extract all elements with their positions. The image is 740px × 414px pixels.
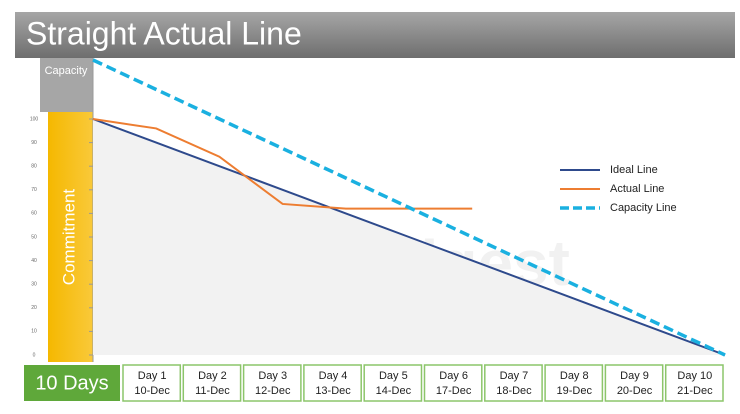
y-tick-label: 40	[31, 258, 37, 264]
duration-label: 10 Days	[35, 372, 108, 394]
day-label: Day 2	[198, 370, 227, 382]
commitment-label: Commitment	[59, 189, 78, 286]
y-tick-label: 100	[30, 116, 39, 122]
day-box	[664, 364, 724, 402]
date-label: 10-Dec	[134, 385, 170, 397]
date-label: 17-Dec	[436, 385, 472, 397]
date-label: 12-Dec	[255, 385, 291, 397]
capacity-label: Capacity	[45, 65, 88, 77]
date-label: 13-Dec	[315, 385, 351, 397]
capacity-box	[40, 58, 93, 112]
y-tick-label: 60	[31, 211, 37, 217]
y-tick-label: 50	[31, 234, 37, 240]
duration-box	[24, 365, 120, 401]
day-box	[122, 364, 182, 402]
day-label: Day 8	[560, 370, 589, 382]
day-box	[363, 364, 423, 402]
legend-label: Ideal Line	[610, 164, 658, 176]
date-label: 18-Dec	[496, 385, 532, 397]
day-label: Day 7	[500, 370, 529, 382]
day-label: Day 1	[138, 370, 167, 382]
date-label: 21-Dec	[677, 385, 713, 397]
chart-title: Straight Actual Line	[26, 15, 302, 51]
commitment-box	[48, 112, 93, 362]
y-tick-label: 20	[31, 305, 37, 311]
y-tick-label: 80	[31, 164, 37, 170]
legend-label: Capacity Line	[610, 202, 677, 214]
y-tick-label: 10	[31, 329, 37, 335]
day-label: Day 3	[258, 370, 287, 382]
day-label: Day 10	[677, 370, 712, 382]
date-label: 20-Dec	[617, 385, 653, 397]
y-tick-label: 0	[33, 352, 36, 358]
title-banner	[15, 12, 735, 58]
day-label: Day 4	[319, 370, 348, 382]
day-box	[484, 364, 543, 402]
day-box	[303, 364, 362, 402]
date-label: 11-Dec	[195, 385, 230, 397]
day-label: Day 5	[379, 370, 408, 382]
day-box	[604, 364, 664, 402]
y-tick-label: 30	[31, 282, 37, 288]
day-box	[423, 364, 483, 402]
legend-label: Actual Line	[610, 183, 664, 195]
y-tick-label: 70	[31, 187, 37, 193]
day-box	[182, 364, 242, 402]
series-line	[92, 118, 726, 356]
day-box	[544, 364, 604, 402]
day-box	[242, 364, 302, 402]
date-label: 19-Dec	[557, 385, 593, 397]
day-label: Day 6	[439, 370, 468, 382]
day-label: Day 9	[620, 370, 649, 382]
y-tick-label: 90	[31, 140, 37, 146]
date-label: 14-Dec	[376, 385, 412, 397]
series-line	[92, 58, 726, 357]
